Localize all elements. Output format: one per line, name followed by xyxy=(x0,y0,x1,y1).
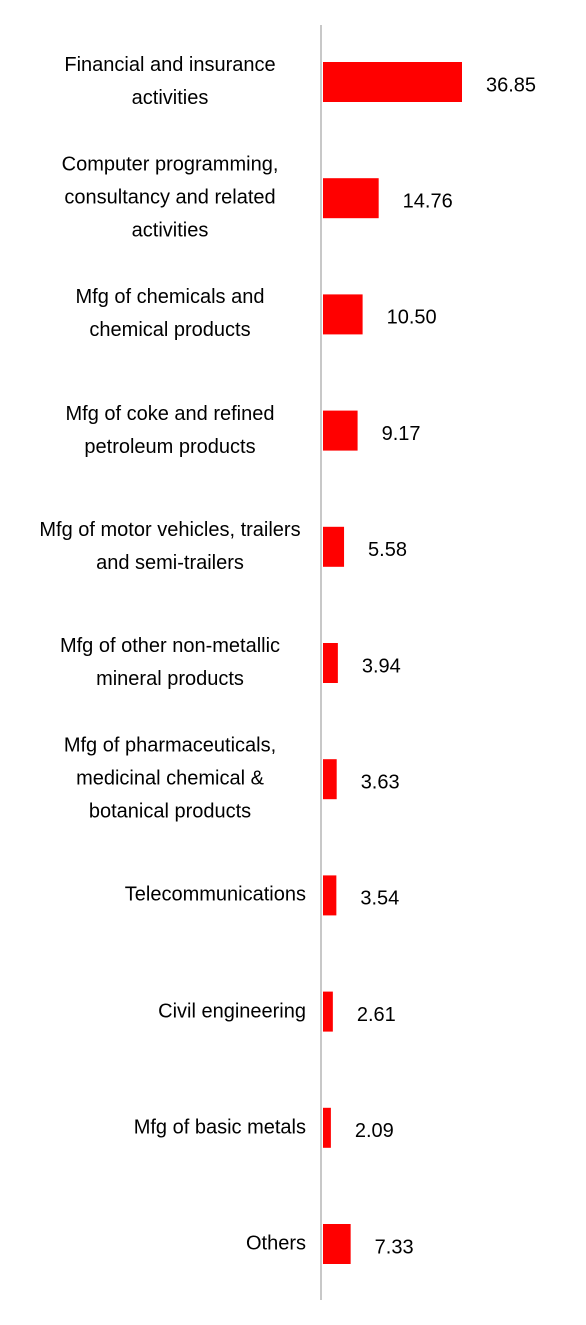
value-label: 7.33 xyxy=(375,1236,414,1258)
category-label: Financial and insurance activities xyxy=(64,54,276,109)
bar xyxy=(323,1107,331,1148)
category-label: Computer programming, consultancy and re… xyxy=(61,153,279,242)
bar xyxy=(323,643,338,683)
category-label: Mfg of basic metals xyxy=(133,1116,306,1139)
category-label: Mfg of coke and refined petroleum produc… xyxy=(65,402,275,458)
bar xyxy=(323,759,337,800)
bar xyxy=(323,1224,351,1264)
bar xyxy=(323,875,337,916)
category-label: Mfg of chemicals and chemical products xyxy=(75,286,265,342)
category-label: Telecommunications xyxy=(124,883,306,906)
category-label: Mfg of pharmaceuticals, medicinal chemic… xyxy=(63,734,277,823)
value-label: 3.94 xyxy=(362,655,401,677)
value-label: 36.85 xyxy=(486,74,536,96)
bar xyxy=(323,526,345,567)
bar xyxy=(323,178,379,219)
value-label: 3.54 xyxy=(360,888,399,910)
value-label: 14.76 xyxy=(403,190,453,212)
bar xyxy=(323,294,363,335)
category-label: Civil engineering xyxy=(158,1000,306,1023)
value-label: 10.50 xyxy=(387,307,437,329)
bar xyxy=(323,410,358,451)
value-label: 3.63 xyxy=(361,771,400,793)
bar xyxy=(323,991,333,1032)
value-label: 2.61 xyxy=(357,1004,396,1026)
category-label: Mfg of motor vehicles, trailers and semi… xyxy=(39,518,301,574)
value-label: 9.17 xyxy=(382,423,421,445)
value-label: 2.09 xyxy=(355,1120,394,1142)
category-label: Mfg of other non-metallic mineral produc… xyxy=(59,635,281,690)
value-label: 5.58 xyxy=(368,539,407,561)
bar xyxy=(323,62,462,102)
category-label: Others xyxy=(245,1232,306,1255)
